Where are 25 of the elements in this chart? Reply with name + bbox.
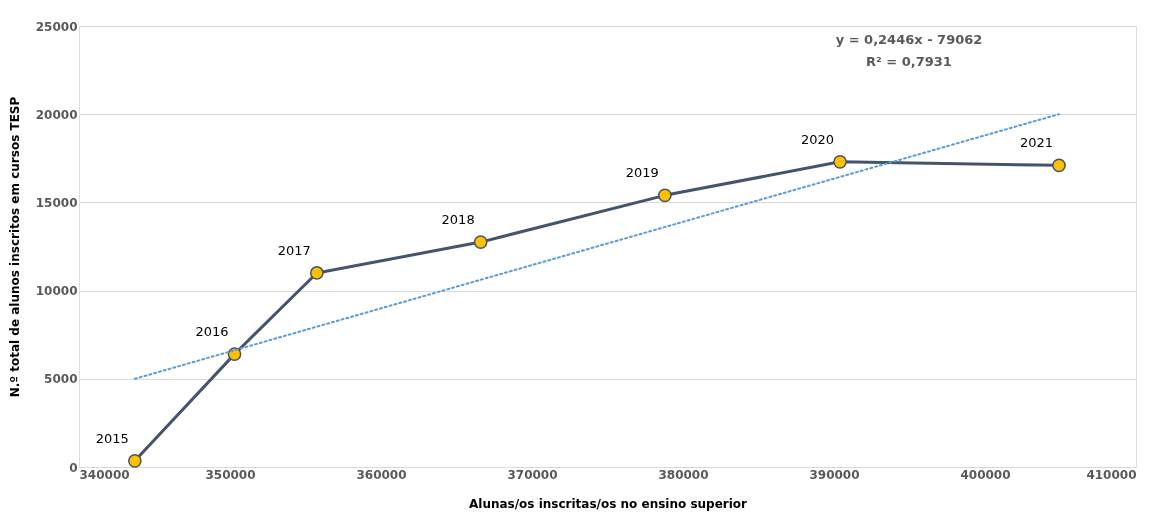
annotation: 2018 [441,212,475,228]
annotation: 2021 [1019,135,1053,151]
x-tick-label: 390000 [809,467,860,482]
y-tick-label: 10000 [35,284,78,299]
annotation: 2015 [95,430,129,446]
annotation: 2016 [195,324,229,340]
x-tick-label: 370000 [507,467,558,482]
y-tick-label: 25000 [35,19,78,34]
annotation: 2017 [277,242,311,258]
y-tick-label: 0 [69,460,78,475]
y-tick-label: 5000 [44,372,78,387]
y-tick-label: 15000 [35,195,78,210]
y-axis-title: N.º total de alunos inscritos em cursos TESP [7,96,22,398]
y-tick-label: 20000 [35,107,78,122]
x-tick-label: 410000 [1086,467,1137,482]
annotation: 2020 [800,131,835,147]
annotation: R² = 0,7931 [866,54,952,69]
x-tick-label: 400000 [960,467,1011,482]
x-tick-label: 340000 [79,467,130,482]
x-tick-label: 360000 [356,467,407,482]
x-tick-label: 350000 [205,467,256,482]
annotation: 2019 [625,165,659,181]
x-axis-title: Alunas/os inscritas/os no ensino superior [468,496,748,511]
annotation: y = 0,2446x - 79062 [835,32,983,47]
x-tick-label: 380000 [658,467,709,482]
